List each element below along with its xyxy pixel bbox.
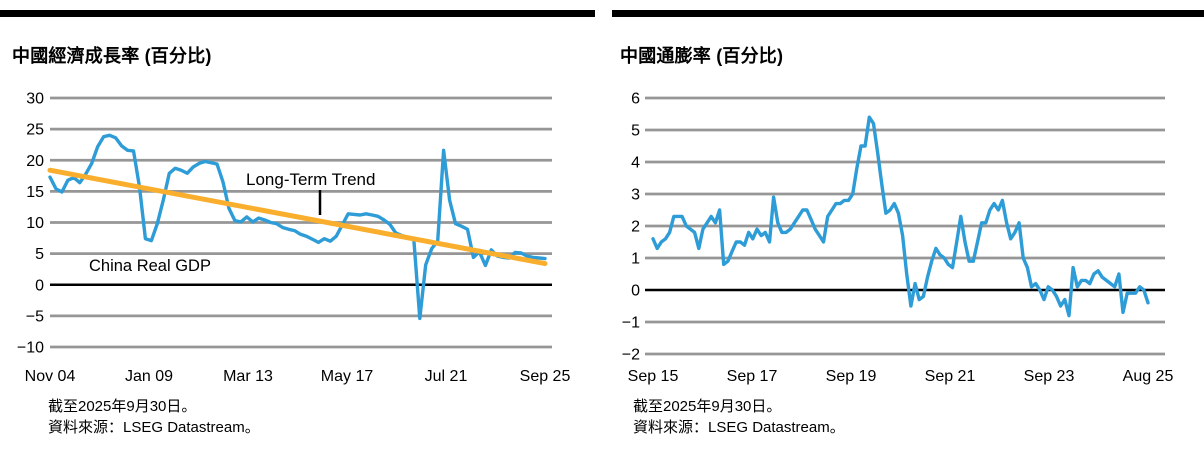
cpi-chart-panel: 中國通膨率 (百分比) 6 5 4 3 2 1 0 −1 −2 Sep 15 Sep 17 Sep 1… xyxy=(612,0,1204,450)
chart-title-gdp: 中國經濟成長率 (百分比) xyxy=(12,45,212,66)
x-tick-label: Jul 21 xyxy=(425,368,468,385)
footnote-block: 截至2025年9月30日。 資料來源：LSEG Datastream。 xyxy=(48,396,260,438)
x-tick-label: Sep 19 xyxy=(826,368,877,385)
y-tick-label: 2 xyxy=(631,219,640,236)
x-tick-label: Sep 15 xyxy=(628,368,679,385)
annotation-label: China Real GDP xyxy=(89,257,211,275)
cpi-line-series xyxy=(651,115,1150,318)
x-tick-label: Nov 04 xyxy=(25,368,76,385)
x-tick-label: Mar 13 xyxy=(223,368,273,385)
y-tick-label: 5 xyxy=(631,123,640,140)
y-tick-label: 15 xyxy=(26,184,44,201)
gdp-chart: 30 25 20 15 10 5 0 −5 −10 Nov 04 Jan 09 Mar 13 May 1… xyxy=(17,91,571,386)
gdp-line-series xyxy=(48,133,547,321)
x-tick-label: Sep 25 xyxy=(520,368,571,385)
y-tick-label: −5 xyxy=(26,308,44,325)
x-tick-label: Aug 25 xyxy=(1123,368,1174,385)
footnote-source: 資料來源：LSEG Datastream。 xyxy=(633,419,845,436)
trend-line xyxy=(47,167,548,267)
y-tick-label: −2 xyxy=(622,347,640,364)
y-tick-label: 3 xyxy=(631,187,640,204)
footnote-block: 截至2025年9月30日。 資料來源：LSEG Datastream。 xyxy=(633,396,845,438)
y-tick-label: 5 xyxy=(35,246,44,263)
cpi-chart: 6 5 4 3 2 1 0 −1 −2 Sep 15 Sep 17 Sep 19 Sep 21 Sep 2… xyxy=(622,91,1174,386)
y-tick-label: 25 xyxy=(26,122,44,139)
x-tick-label: Sep 23 xyxy=(1024,368,1075,385)
header-bar xyxy=(612,10,1204,17)
x-tick-label: Sep 17 xyxy=(727,368,778,385)
chart-title-cpi: 中國通膨率 (百分比) xyxy=(620,45,784,66)
y-tick-label: 0 xyxy=(35,277,44,294)
x-tick-label: Jan 09 xyxy=(125,368,173,385)
y-tick-label: 30 xyxy=(26,91,44,108)
footnote-date: 截至2025年9月30日。 xyxy=(48,398,197,415)
footnote-date: 截至2025年9月30日。 xyxy=(633,398,782,415)
annotation-label: Long-Term Trend xyxy=(246,170,375,189)
gdp-chart-panel: 中國經濟成長率 (百分比) 30 25 20 15 10 5 0 −5 −10 Nov 04 Jan… xyxy=(0,0,596,450)
y-tick-label: 1 xyxy=(631,251,640,268)
footnote-source: 資料來源：LSEG Datastream。 xyxy=(48,419,260,436)
header-bar xyxy=(0,10,595,17)
x-tick-label: Sep 21 xyxy=(925,368,976,385)
y-tick-label: −10 xyxy=(17,340,44,357)
y-tick-label: 6 xyxy=(631,91,640,108)
y-tick-label: −1 xyxy=(622,315,640,332)
y-tick-label: 0 xyxy=(631,283,640,300)
y-tick-label: 20 xyxy=(26,153,44,170)
y-tick-label: 4 xyxy=(631,155,640,172)
y-tick-label: 10 xyxy=(26,215,44,232)
x-tick-label: May 17 xyxy=(321,368,374,385)
